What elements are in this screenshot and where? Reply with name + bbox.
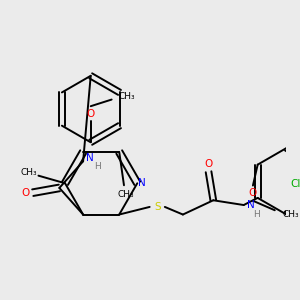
Text: O: O — [21, 188, 29, 198]
Text: S: S — [154, 202, 160, 212]
Text: N: N — [247, 200, 254, 210]
Text: O: O — [249, 188, 257, 198]
Text: CH₃: CH₃ — [118, 190, 134, 199]
Text: CH₃: CH₃ — [283, 210, 299, 219]
Text: CH₃: CH₃ — [21, 168, 37, 177]
Text: Cl: Cl — [291, 179, 300, 189]
Text: N: N — [138, 178, 146, 188]
Text: O: O — [87, 109, 95, 119]
Text: N: N — [86, 154, 94, 164]
Text: CH₃: CH₃ — [118, 92, 135, 101]
Text: H: H — [253, 210, 260, 219]
Text: H: H — [94, 162, 101, 171]
Text: O: O — [204, 159, 213, 169]
